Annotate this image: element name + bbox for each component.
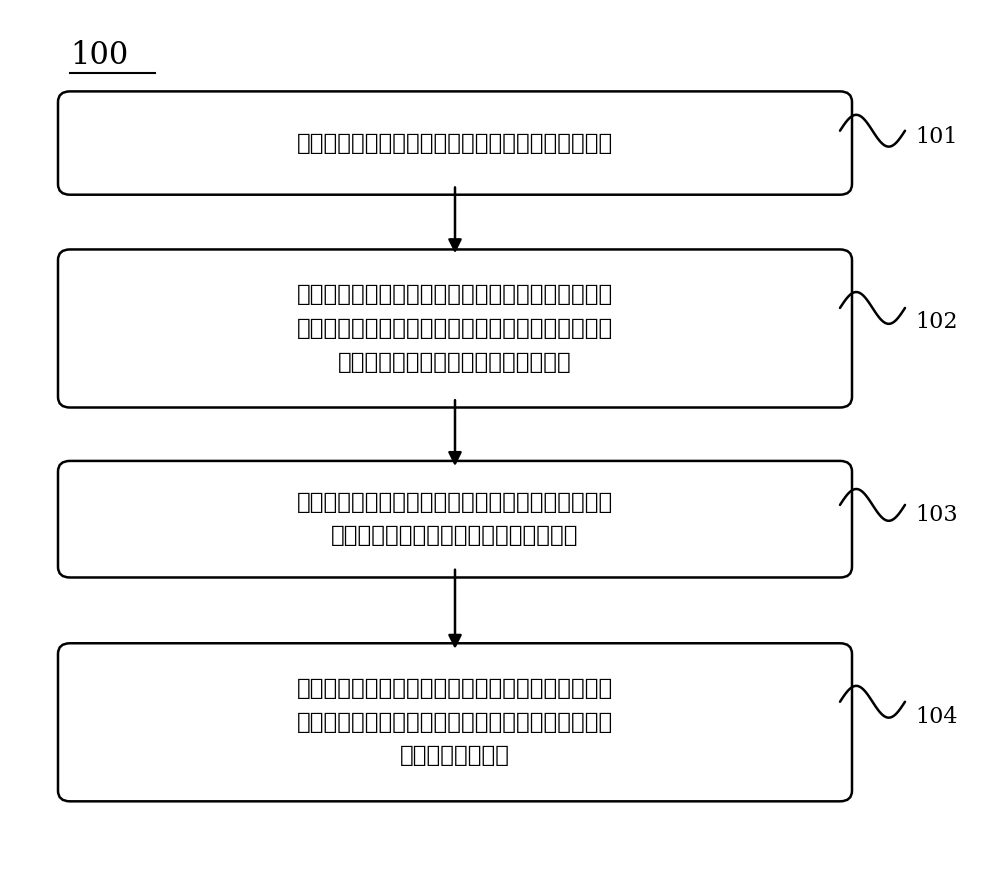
FancyBboxPatch shape — [58, 249, 852, 408]
Text: 101: 101 — [915, 126, 958, 147]
Text: 将与每个量子门等价的子测量模式进行组合，得到与: 将与每个量子门等价的子测量模式进行组合，得到与 — [297, 491, 613, 514]
Text: 103: 103 — [915, 504, 958, 525]
Text: 子测量模式的操作命令的操作顺序进行排序，得到排: 子测量模式的操作命令的操作顺序进行排序，得到排 — [297, 711, 613, 734]
Text: 待模拟的量子电路整体等价的总测量模式: 待模拟的量子电路整体等价的总测量模式 — [331, 525, 579, 547]
FancyBboxPatch shape — [58, 643, 852, 802]
Text: 100: 100 — [70, 40, 128, 71]
Text: 序后的总测量模式: 序后的总测量模式 — [400, 744, 510, 767]
Text: 102: 102 — [915, 312, 958, 333]
Text: 生成与该量子门对应等价的子测量模式: 生成与该量子门对应等价的子测量模式 — [338, 351, 572, 374]
Text: 获取待模拟的量子电路中的每个量子门的量子门参数: 获取待模拟的量子电路中的每个量子门的量子门参数 — [297, 132, 613, 155]
Text: 针对待模拟的量子电路中的每个量子门，根据遵循量: 针对待模拟的量子电路中的每个量子门，根据遵循量 — [297, 283, 613, 306]
FancyBboxPatch shape — [58, 461, 852, 577]
Text: 根据预设的优先级排序规则，对总测量模式中的各个: 根据预设的优先级排序规则，对总测量模式中的各个 — [297, 677, 613, 700]
Text: 104: 104 — [915, 706, 958, 728]
Text: 子力学原理的生成规则，基于该量子门的量子门参数: 子力学原理的生成规则，基于该量子门的量子门参数 — [297, 317, 613, 340]
FancyBboxPatch shape — [58, 92, 852, 194]
